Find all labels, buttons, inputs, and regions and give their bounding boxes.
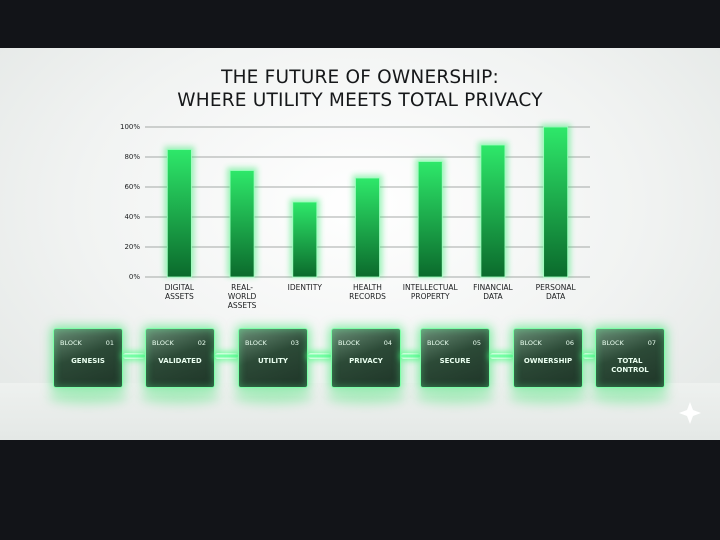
bar [229,170,255,278]
block-number: 05 [472,339,481,347]
top-band [0,0,720,48]
y-tick-label: 40% [124,213,140,221]
panel: THE FUTURE OF OWNERSHIP: WHERE UTILITY M… [0,48,720,440]
block-name: UTILITY [258,357,288,365]
chart: 0% 20% 40% 60% 80% 100% [120,123,701,424]
block-number: 01 [105,339,114,347]
y-tick-label: 60% [124,183,140,191]
block-link [215,353,238,359]
block-name: PRIVACY [349,357,383,365]
block: BLOCK 01 GENESIS [53,328,123,388]
block: BLOCK 05 SECURE [420,328,490,388]
block-glow [590,390,670,404]
block-link [401,353,420,359]
block-tag: BLOCK [152,339,174,347]
block-number: 02 [197,339,206,347]
block-number: 07 [647,339,656,347]
x-tick-label: INTELLECTUAL PROPERTY [402,283,458,301]
y-tick-label: 20% [124,243,140,251]
block-tag: BLOCK [60,339,82,347]
x-tick-label: FINANCIAL DATA [473,283,513,301]
block-tag: BLOCK [338,339,360,347]
sparkle [679,402,701,424]
block: BLOCK 04 PRIVACY [331,328,401,388]
block-tag: BLOCK [520,339,542,347]
block-glow [233,390,313,404]
block-glow [326,390,406,404]
block-glow [508,390,588,404]
y-tick-label: 0% [129,273,140,281]
block: BLOCK 02 VALIDATED [145,328,215,388]
block-name: GENESIS [71,357,105,365]
y-tick-label: 80% [124,153,140,161]
block-tag: BLOCK [245,339,267,347]
bar [166,149,192,278]
block-number: 06 [565,339,574,347]
block-glow [140,390,220,404]
block: BLOCK 03 UTILITY [238,328,308,388]
x-tick-label: REAL-WORLD ASSETS [227,283,257,310]
block-link [123,353,145,359]
block-name: OWNERSHIP [523,357,573,365]
block: BLOCK 07 TOTAL CONTROL [595,328,665,388]
y-tick-label: 100% [120,123,140,131]
x-tick-label: DIGITAL ASSETS [164,283,195,301]
block-glow [415,390,495,404]
bar [480,144,506,278]
block-number: 04 [383,339,392,347]
block-number: 03 [290,339,299,347]
block-link [308,353,331,359]
block-link [490,353,513,359]
x-tick-label: PERSONAL DATA [535,283,576,301]
bottom-band [0,440,720,540]
block-glow [48,390,128,404]
bar [543,126,569,278]
block-tag: BLOCK [602,339,624,347]
x-tick-label: IDENTITY [287,283,322,292]
chart-title: THE FUTURE OF OWNERSHIP: WHERE UTILITY M… [177,67,543,111]
block-name: TOTAL CONTROL [611,357,649,374]
floor [0,383,720,440]
block-link [583,353,595,359]
bar [417,161,443,278]
block: BLOCK 06 OWNERSHIP [513,328,583,388]
block-name: VALIDATED [158,357,202,365]
block-tag: BLOCK [427,339,449,347]
x-tick-label: HEALTH RECORDS [349,283,386,301]
block-name: SECURE [439,357,471,365]
bar [355,177,380,278]
bar [292,201,318,278]
